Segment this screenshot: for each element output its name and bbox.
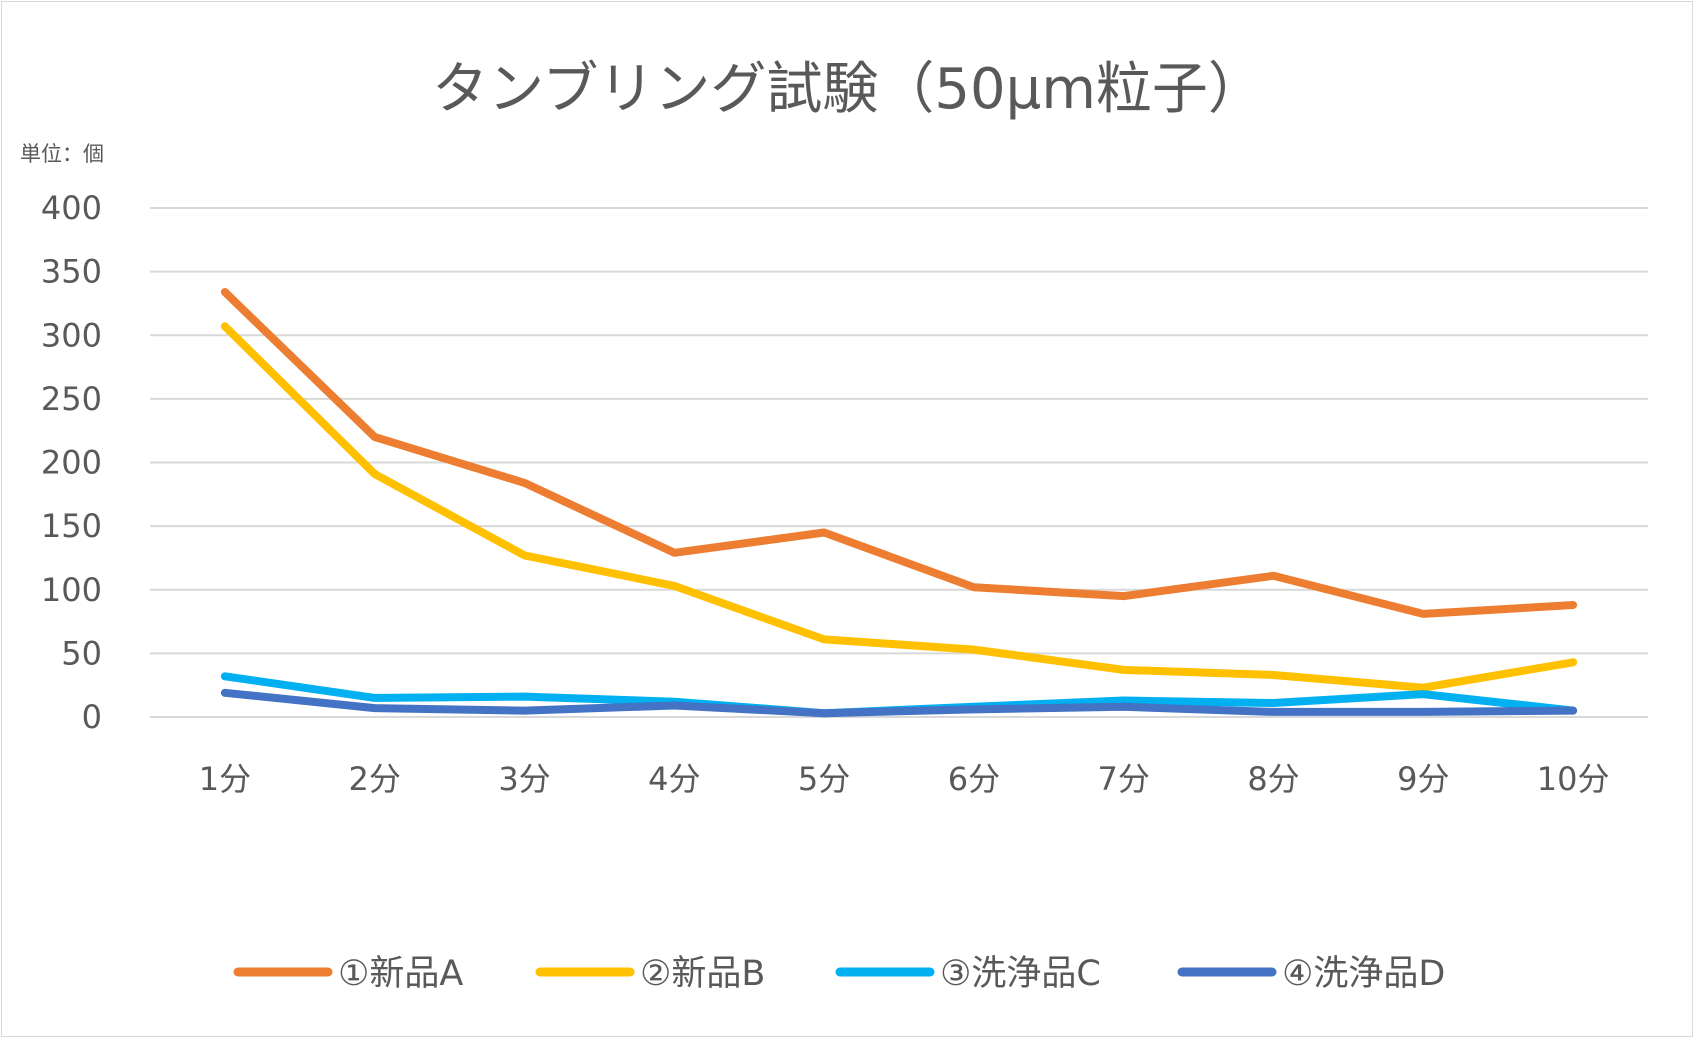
y-tick-label: 200 xyxy=(41,444,102,482)
x-tick-label: 1分 xyxy=(199,760,251,798)
legend-label-4: ④洗浄品D xyxy=(1282,954,1445,994)
legend-label-3: ③洗浄品C xyxy=(940,954,1101,994)
x-tick-label: 5分 xyxy=(798,760,850,798)
x-tick-label: 2分 xyxy=(349,760,401,798)
x-tick-label: 8分 xyxy=(1247,760,1299,798)
y-tick-label: 50 xyxy=(61,634,102,672)
x-tick-label: 9分 xyxy=(1397,760,1449,798)
series-line-1 xyxy=(220,288,1578,618)
x-tick-label: 3分 xyxy=(498,760,550,798)
x-tick-label: 10分 xyxy=(1537,760,1610,798)
unit-label: 単位：個 xyxy=(20,142,104,166)
x-axis-ticks: 1分 2分 3分 4分 5分 6分 7分 8分 9分 10分 xyxy=(199,760,1610,798)
y-tick-label: 0 xyxy=(82,698,102,736)
y-axis-ticks: 0 50 100 150 200 250 300 350 400 xyxy=(41,189,102,736)
y-tick-label: 150 xyxy=(41,507,102,545)
legend-label-1: ①新品A xyxy=(338,954,463,994)
x-tick-label: 7分 xyxy=(1098,760,1150,798)
series-line-4 xyxy=(220,688,1578,718)
y-tick-label: 100 xyxy=(41,571,102,609)
series-line-2 xyxy=(220,322,1578,692)
y-tick-label: 350 xyxy=(41,253,102,291)
y-tick-label: 250 xyxy=(41,380,102,418)
gridlines xyxy=(150,207,1648,718)
legend: ①新品A ②新品B ③洗浄品C ④洗浄品D xyxy=(233,954,1445,994)
y-tick-label: 400 xyxy=(41,189,102,227)
legend-label-2: ②新品B xyxy=(640,954,765,994)
chart-title: タンブリング試験（50μm粒子） xyxy=(432,57,1264,122)
series-lines xyxy=(220,288,1578,718)
x-tick-label: 6分 xyxy=(948,760,1000,798)
y-tick-label: 300 xyxy=(41,316,102,354)
x-tick-label: 4分 xyxy=(648,760,700,798)
